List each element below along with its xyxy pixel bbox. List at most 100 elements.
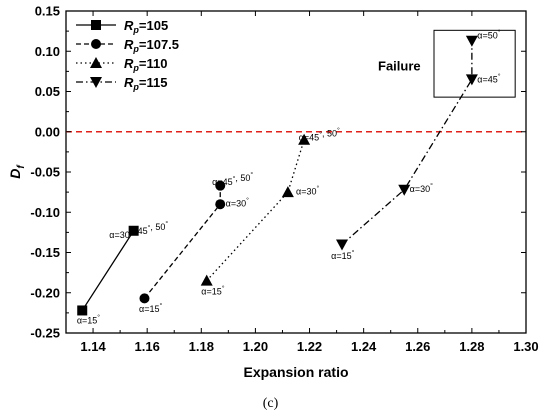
x-axis-title: Expansion ratio <box>243 364 348 380</box>
series-line <box>206 139 305 282</box>
data-point-circle <box>91 39 101 49</box>
figure-caption: (c) <box>262 396 279 411</box>
annotation-degree: ° <box>97 313 100 321</box>
point-annotation: α=45° <box>477 73 500 85</box>
y-tick-label: 0.05 <box>35 84 60 99</box>
plot-area <box>65 10 527 334</box>
y-tick-label: 0.10 <box>35 44 60 59</box>
x-tick-label: 1.24 <box>351 339 377 354</box>
point-annotation: α=30° <box>226 197 249 209</box>
x-tick-label: 1.14 <box>80 339 106 354</box>
legend-label-symbol: R <box>124 37 134 52</box>
annotation-text: , 50 <box>322 129 337 139</box>
data-point-triangle-up <box>281 186 294 198</box>
annotation-text: α=50 <box>477 30 497 40</box>
legend-label: Rp=110 <box>124 56 167 73</box>
data-point-triangle-up <box>90 57 102 68</box>
annotation-text: α=15 <box>331 251 351 261</box>
annotation-text: α=15 <box>77 315 97 325</box>
data-point-triangle-down <box>465 74 478 86</box>
legend-label-symbol: R <box>124 18 134 33</box>
point-annotation: α=15° <box>331 249 354 261</box>
failure-region-box <box>433 29 516 98</box>
legend-label-value: =107.5 <box>139 37 179 52</box>
legend-label-subscript: p <box>132 82 139 92</box>
series-0 <box>77 225 139 316</box>
annotation-text: , 50 <box>235 173 250 183</box>
annotation-degree: ° <box>222 284 225 292</box>
x-tick-label: 1.22 <box>297 339 322 354</box>
series-2 <box>200 133 311 286</box>
data-point-square <box>91 20 101 30</box>
data-point-triangle-down <box>398 184 411 196</box>
annotation-text: α=15 <box>139 304 159 314</box>
legend-label-value: =115 <box>139 75 168 90</box>
annotation-degree: ° <box>498 28 501 36</box>
data-point-triangle-down <box>465 35 478 47</box>
point-annotation: α=45°, 50° <box>212 171 253 187</box>
point-annotation: α=15° <box>201 284 224 296</box>
legend-label-symbol: R <box>124 56 134 71</box>
y-tick-label: -0.10 <box>30 205 60 220</box>
data-point-triangle-down <box>336 239 348 251</box>
y-tick-label: -0.05 <box>30 165 60 180</box>
data-point-square <box>128 225 139 236</box>
series-1 <box>139 180 226 304</box>
y-axis-title-subscript: f <box>16 164 27 169</box>
series-line <box>81 230 135 311</box>
annotation-degree: ° <box>319 131 322 139</box>
legend-label-value: =105 <box>139 18 168 33</box>
annotation-text: , 45 <box>133 226 148 236</box>
x-tick-label: 1.30 <box>513 339 538 354</box>
legend-label: Rp=115 <box>124 75 167 92</box>
annotation-text: α=30 <box>296 187 316 197</box>
legend-label-subscript: p <box>132 44 139 54</box>
point-annotation: α=15° <box>77 313 100 325</box>
y-tick-label: 0.00 <box>35 124 60 139</box>
annotation-text: α=30 <box>410 184 430 194</box>
plot-frame <box>65 10 527 334</box>
legend-label: Rp=107.5 <box>124 37 179 54</box>
annotation-text: α=45 <box>299 133 319 143</box>
annotation-text: α=15 <box>201 286 221 296</box>
x-tick-label: 1.18 <box>189 339 214 354</box>
legend-label-subscript: p <box>132 25 139 35</box>
annotation-degree: ° <box>165 220 168 228</box>
axes: 1.14 1.16 1.18 1.20 1.22 1.24 1.26 1.28 1.30 0.15… <box>7 4 539 381</box>
annotation-degree: ° <box>130 228 133 236</box>
annotation-degree: ° <box>233 175 236 183</box>
data-point-triangle-down <box>90 77 102 88</box>
point-annotation: α=15° <box>139 302 162 314</box>
y-tick-label: -0.25 <box>30 326 60 341</box>
point-annotation: α=30°, 45°, 50° <box>109 220 168 240</box>
point-annotation: α=45°, 50° <box>299 127 340 143</box>
point-annotation: α=30° <box>410 182 433 194</box>
data-point-circle <box>215 199 226 210</box>
annotation-degree: ° <box>160 302 163 310</box>
annotation-text: α=45 <box>477 75 497 85</box>
data-point-circle <box>215 180 226 191</box>
y-tick-label: -0.20 <box>30 285 60 300</box>
annotation-degree: ° <box>316 185 319 193</box>
data-point-triangle-up <box>200 274 213 286</box>
data-point-triangle-up <box>298 133 311 145</box>
x-tick-label: 1.16 <box>135 339 160 354</box>
data-point-square <box>77 305 88 316</box>
y-tick-label: -0.15 <box>30 245 60 260</box>
annotation-text: α=30 <box>226 199 246 209</box>
annotation-degree: ° <box>148 224 151 232</box>
failure-label: Failure <box>378 59 421 74</box>
point-annotation: α=50° <box>477 28 500 40</box>
y-axis-title: Df <box>7 164 27 179</box>
series-line <box>341 40 473 245</box>
annotation-text: , 50 <box>150 222 165 232</box>
annotation-degree: ° <box>352 249 355 257</box>
annotation-degree: ° <box>246 197 249 205</box>
annotation-degree: ° <box>498 73 501 81</box>
series-3 <box>336 35 478 251</box>
x-tick-label: 1.20 <box>243 339 268 354</box>
legend-label: Rp=105 <box>124 18 168 35</box>
legend-label-subscript: p <box>132 63 139 73</box>
